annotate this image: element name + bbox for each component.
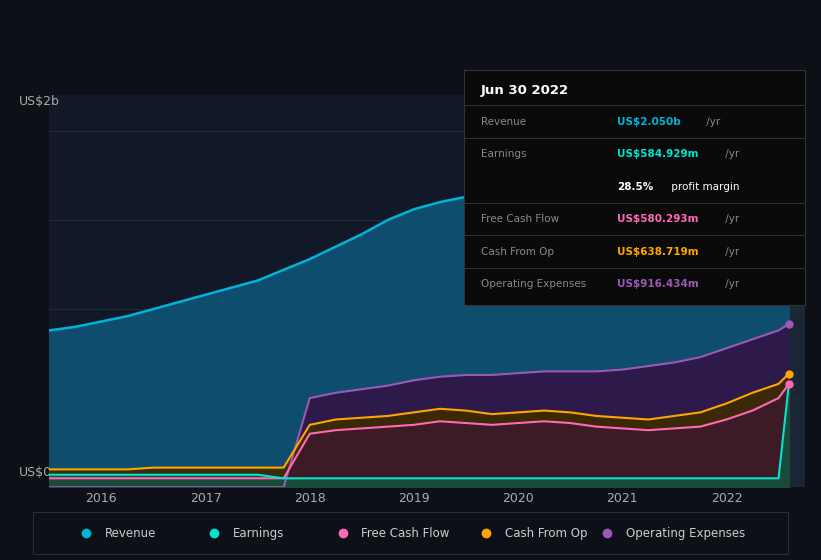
Text: US$0: US$0	[19, 466, 53, 479]
Text: 28.5%: 28.5%	[617, 181, 654, 192]
Text: /yr: /yr	[722, 214, 740, 224]
Text: US$584.929m: US$584.929m	[617, 149, 699, 159]
Text: Revenue: Revenue	[104, 527, 156, 540]
Text: US$2.050b: US$2.050b	[617, 116, 681, 127]
Text: /yr: /yr	[722, 279, 740, 289]
Text: /yr: /yr	[722, 149, 740, 159]
Text: Free Cash Flow: Free Cash Flow	[481, 214, 559, 224]
Text: US$580.293m: US$580.293m	[617, 214, 699, 224]
Text: Jun 30 2022: Jun 30 2022	[481, 84, 569, 97]
Text: Cash From Op: Cash From Op	[481, 247, 554, 256]
Text: Earnings: Earnings	[233, 527, 284, 540]
Text: Operating Expenses: Operating Expenses	[626, 527, 745, 540]
Text: US$638.719m: US$638.719m	[617, 247, 699, 256]
Text: US$916.434m: US$916.434m	[617, 279, 699, 289]
Text: US$2b: US$2b	[19, 95, 60, 108]
Text: Cash From Op: Cash From Op	[505, 527, 587, 540]
Bar	[700, 95, 805, 487]
Text: Operating Expenses: Operating Expenses	[481, 279, 586, 289]
Text: profit margin: profit margin	[668, 181, 740, 192]
Text: Free Cash Flow: Free Cash Flow	[361, 527, 450, 540]
Text: Earnings: Earnings	[481, 149, 526, 159]
Text: /yr: /yr	[722, 247, 740, 256]
Text: /yr: /yr	[703, 116, 720, 127]
Text: Revenue: Revenue	[481, 116, 526, 127]
